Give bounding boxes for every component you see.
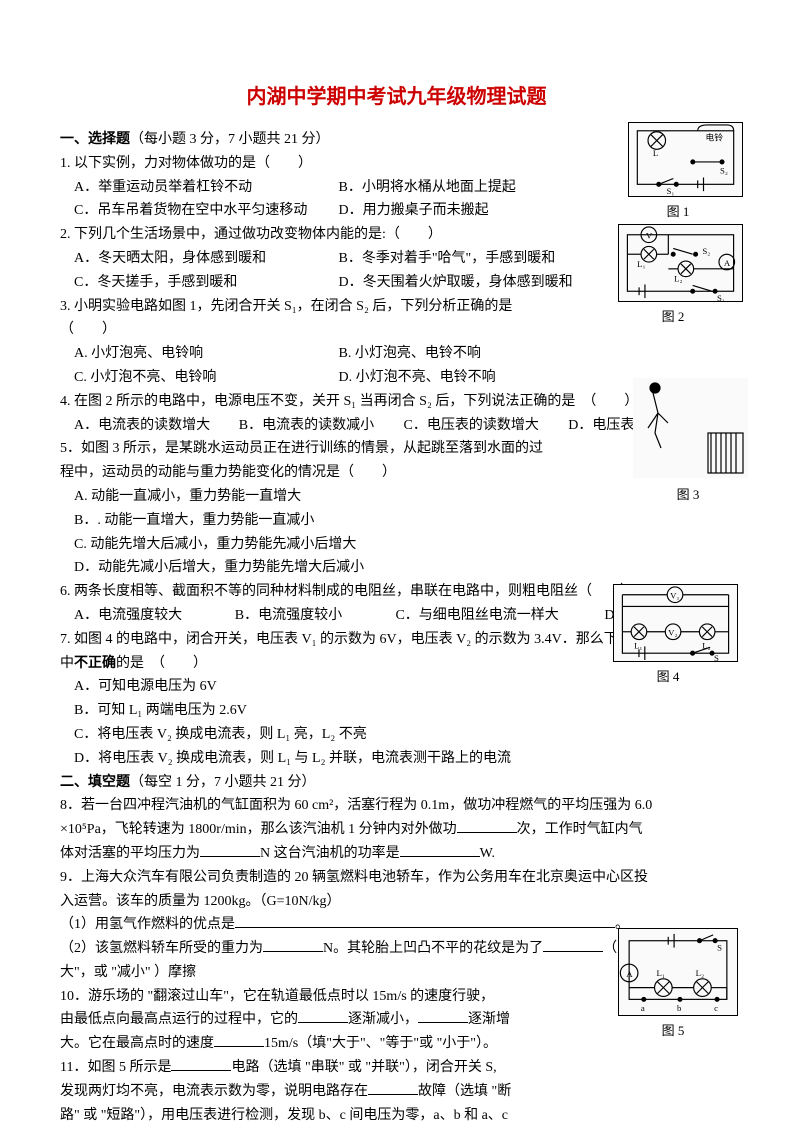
- q6-opt-b: B．电流强度较小: [235, 604, 396, 628]
- q1-opt-b: B．小明将水桶从地面上提起: [339, 176, 604, 200]
- q3-stem-l2: （ ）: [60, 318, 733, 342]
- q8-l2: ×10⁵Pa，飞轮转速为 1800r/min，那么该汽油机 1 分钟内对外做功次…: [60, 818, 733, 842]
- q9-l1: 9．上海大众汽车有限公司负责制造的 20 辆氢燃料电池轿车，作为公务用车在北京奥…: [60, 866, 733, 890]
- q4-opt-a: A．电流表的读数增大: [74, 414, 239, 438]
- q1-opt-d: D．用力搬桌子而未搬起: [339, 199, 604, 223]
- svg-text:A: A: [724, 258, 731, 268]
- q2-opt-b: B．冬季对着手"哈气"，手感到暖和: [339, 247, 604, 271]
- content-body: L 电铃 S₂ S₁ 图 1 V L₁ L₂ A S₂ S₁ 图 2: [60, 128, 733, 1127]
- q6-opt-c: C．与细电阻丝电流一样大: [395, 604, 604, 628]
- figure-1-caption: 图 1: [658, 201, 698, 223]
- svg-text:A: A: [626, 969, 633, 979]
- section-2-scoring: （每空 1 分，7 小题共 21 分）: [130, 775, 316, 790]
- q11-l2: 发现两灯均不亮，电流表示数为零，说明电路存在故障（选填 "断: [60, 1080, 733, 1104]
- blank-q11-2[interactable]: [368, 1081, 418, 1095]
- svg-text:c: c: [714, 1003, 718, 1013]
- blank-q9-2[interactable]: [263, 938, 323, 952]
- q9-l2: 入运营。该车的质量为 1200kg。（G=10N/kg）: [60, 890, 733, 914]
- q2-opt-a: A．冬天晒太阳，身体感到暖和: [74, 247, 339, 271]
- svg-text:S₁: S₁: [667, 186, 675, 196]
- q3-opt-a: A. 小灯泡亮、电铃响: [74, 342, 339, 366]
- figure-5: S A L₁ L₂ a b c: [618, 928, 738, 1016]
- svg-text:L₂: L₂: [696, 968, 704, 978]
- figure-2-caption: 图 2: [653, 306, 693, 328]
- figure-3-caption: 图 3: [668, 484, 708, 506]
- figure-4-caption: 图 4: [648, 666, 688, 688]
- svg-text:L₂: L₂: [674, 274, 682, 284]
- figure-5-caption: 图 5: [653, 1020, 693, 1042]
- blank-q9-1[interactable]: [235, 914, 615, 928]
- q3-opt-d: D. 小灯泡不亮、电铃不响: [339, 366, 604, 390]
- svg-text:V₁: V₁: [670, 591, 679, 601]
- q7-opt-a: A．可知电源电压为 6V: [60, 675, 733, 699]
- q1-row2: C．吊车吊着货物在空中水平匀速移动 D．用力搬桌子而未搬起: [60, 199, 733, 223]
- q6-opt-a: A．电流强度较大: [74, 604, 235, 628]
- section-2-title: 二、填空题: [60, 775, 130, 790]
- figure-2: V L₁ L₂ A S₂ S₁: [618, 224, 743, 302]
- section-2-header: 二、填空题（每空 1 分，7 小题共 21 分）: [60, 771, 733, 795]
- page-title: 内湖中学期中考试九年级物理试题: [60, 80, 733, 114]
- q7-opt-c: C．将电压表 V₂ 换成电流表，则 L₁ 亮，L₂ 不亮: [60, 723, 733, 747]
- q5-opt-a: A. 动能一直减小，重力势能一直增大: [60, 485, 733, 509]
- figure-4: V₁ L₁ V₂ L₂ S: [613, 584, 738, 662]
- svg-text:S: S: [717, 943, 722, 953]
- q7-opt-b: B．可知 L₁ 两端电压为 2.6V: [60, 699, 733, 723]
- svg-text:电铃: 电铃: [705, 132, 723, 143]
- blank-q11-1[interactable]: [171, 1057, 231, 1071]
- q11-l3: 路" 或 "短路"），用电压表进行检测，发现 b、c 间电压为零，a、b 和 a…: [60, 1104, 733, 1127]
- q7-bold: 不正确: [74, 656, 116, 671]
- q7-opt-d: D．将电压表 V₂ 换成电流表，则 L₁ 与 L₂ 并联，电流表测干路上的电流: [60, 747, 733, 771]
- q8-l1: 8．若一台四冲程汽油机的气缸面积为 60 cm²，活塞行程为 0.1m，做功冲程…: [60, 794, 733, 818]
- blank-q9-3[interactable]: [543, 938, 603, 952]
- blank-q10-2[interactable]: [418, 1009, 468, 1023]
- q5-opt-c: C. 动能先增大后减小，重力势能先减小后增大: [60, 533, 733, 557]
- q2-opt-c: C．冬天搓手，手感到暖和: [74, 271, 339, 295]
- section-1-title: 一、选择题: [60, 132, 130, 147]
- svg-text:L₁: L₁: [657, 968, 665, 978]
- svg-text:S₁: S₁: [717, 293, 725, 301]
- q5-opt-b: B．. 动能一直增大，重力势能一直减小: [60, 509, 733, 533]
- svg-text:S₂: S₂: [720, 166, 728, 176]
- svg-text:b: b: [677, 1003, 682, 1013]
- q4-opt-c: C．电压表的读数增大: [404, 414, 569, 438]
- q3-opt-b: B. 小灯泡亮、电铃不响: [339, 342, 604, 366]
- blank-q8-1[interactable]: [457, 819, 517, 833]
- svg-text:V₂: V₂: [668, 628, 677, 638]
- q3-opt-c: C. 小灯泡不亮、电铃响: [74, 366, 339, 390]
- q8-l3: 体对活塞的平均压力为N 这台汽油机的功率是W.: [60, 842, 733, 866]
- svg-text:L₁: L₁: [634, 640, 642, 650]
- blank-q8-2[interactable]: [200, 843, 260, 857]
- q10-l3: 大。它在最高点时的速度15m/s（填"大于"、"等于"或 "小于"）。: [60, 1032, 733, 1056]
- section-1-scoring: （每小题 3 分，7 小题共 21 分）: [130, 132, 330, 147]
- figure-3: [633, 378, 748, 478]
- svg-text:a: a: [641, 1003, 645, 1013]
- blank-q10-3[interactable]: [214, 1033, 264, 1047]
- figure-1: L 电铃 S₂ S₁: [628, 122, 743, 197]
- svg-text:S₂: S₂: [702, 246, 710, 256]
- q11-l1: 11．如图 5 所示是电路（选填 "串联" 或 "并联"），闭合开关 S,: [60, 1056, 733, 1080]
- svg-text:S: S: [714, 653, 719, 661]
- svg-text:V: V: [646, 231, 653, 241]
- q5-opt-d: D．动能先减小后增大，重力势能先增大后减小: [60, 556, 733, 580]
- q1-opt-c: C．吊车吊着货物在空中水平匀速移动: [74, 199, 339, 223]
- blank-q10-1[interactable]: [298, 1009, 348, 1023]
- q3-row1: A. 小灯泡亮、电铃响 B. 小灯泡亮、电铃不响: [60, 342, 733, 366]
- blank-q8-3[interactable]: [400, 843, 480, 857]
- q1-opt-a: A．举重运动员举着杠铃不动: [74, 176, 339, 200]
- q4-opt-b: B．电流表的读数减小: [239, 414, 404, 438]
- svg-text:L₁: L₁: [637, 259, 645, 269]
- q2-opt-d: D．冬天围着火炉取暖，身体感到暖和: [339, 271, 604, 295]
- svg-text:L: L: [653, 148, 658, 158]
